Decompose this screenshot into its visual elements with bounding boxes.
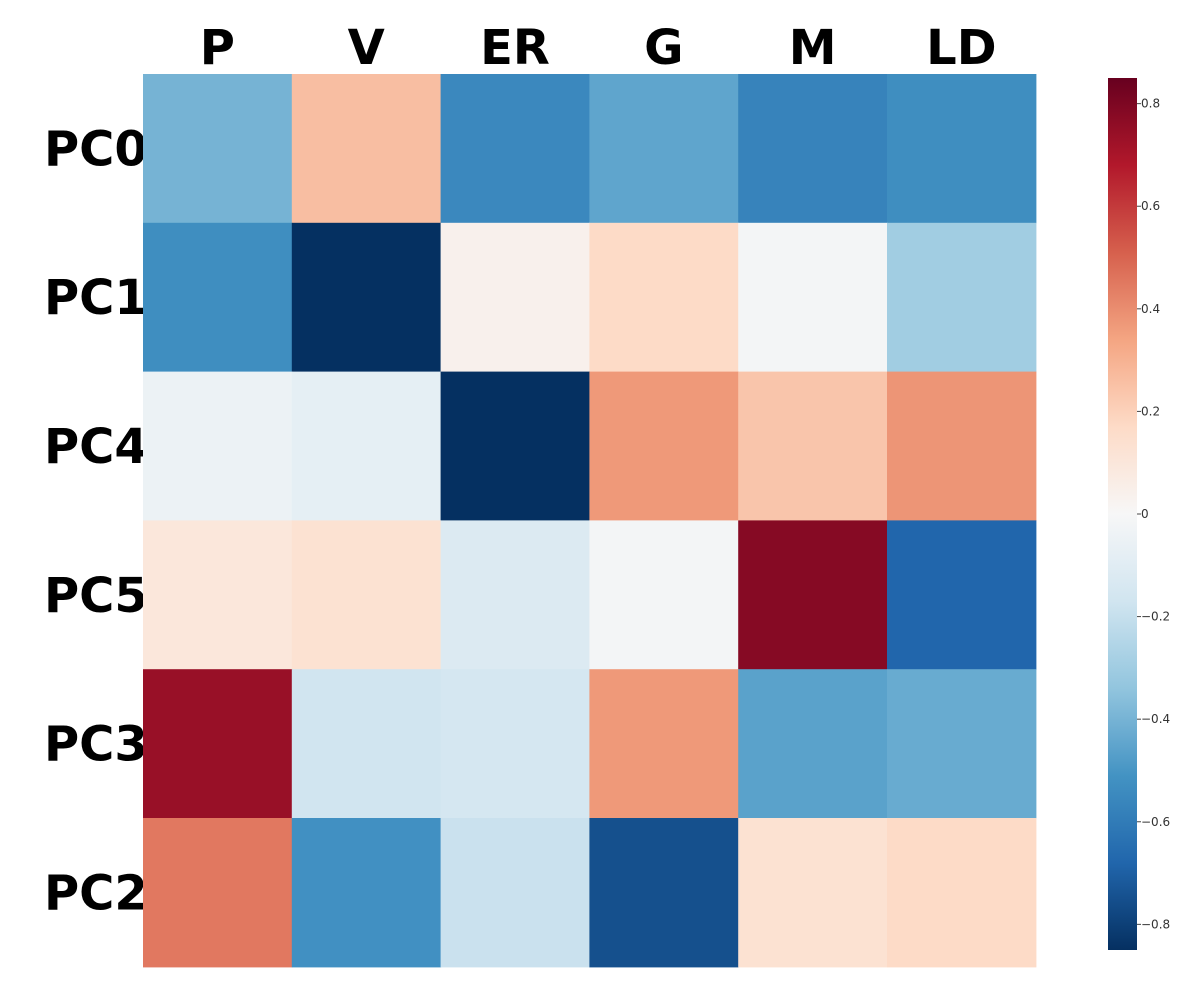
heatmap-cell-pc4-m [738,371,888,521]
heatmap-cell-pc5-v [291,520,442,670]
row-label-pc1: PC1 [44,270,148,326]
row-label-pc5: PC5 [44,568,148,624]
heatmap-cell-pc3-ld [887,669,1037,819]
row-label-pc0: PC0 [44,121,148,177]
heatmap-cell-pc0-m [738,74,888,224]
heatmap-cell-pc1-ld [887,222,1037,373]
heatmap-cell-pc0-ld [887,74,1037,224]
heatmap-cell-pc5-m [738,520,888,670]
heatmap-cell-pc1-er [440,222,590,373]
heatmap-cell-pc0-g [589,74,739,224]
heatmap-cell-pc2-m [738,818,888,968]
heatmap-cells [143,74,1037,968]
colorbar-tick-label: −0.8 [1141,917,1170,931]
heatmap-cell-pc2-v [291,818,442,968]
heatmap-cell-pc4-ld [887,371,1037,521]
colorbar-tick-label: −0.6 [1141,815,1170,829]
column-label-m: M [789,20,837,76]
row-label-pc2: PC2 [44,865,148,921]
heatmap-cell-pc1-p [143,222,293,373]
heatmap-cell-pc4-g [589,371,739,521]
column-label-ld: LD [926,20,996,76]
colorbar-gradient [1108,78,1137,950]
column-label-p: P [200,20,235,76]
heatmap-cell-pc2-ld [887,818,1037,968]
colorbar-tick-label: 0.4 [1141,302,1160,316]
row-label-pc3: PC3 [44,717,148,773]
colorbar-tick-label: −0.4 [1141,712,1170,726]
colorbar-tick-label: −0.2 [1141,610,1170,624]
heatmap-cell-pc4-v [291,371,442,521]
heatmap-cell-pc5-er [440,520,590,670]
heatmap-cell-pc3-m [738,669,888,819]
column-label-v: V [348,20,385,76]
heatmap-cell-pc0-er [440,74,590,224]
heatmap-cell-pc3-v [291,669,442,819]
heatmap-cell-pc3-p [143,669,293,819]
heatmap-cell-pc2-p [143,818,293,968]
colorbar-tick-label: 0.8 [1141,97,1160,111]
heatmap-cell-pc5-ld [887,520,1037,670]
heatmap-cell-pc0-p [143,74,293,224]
heatmap-cell-pc5-p [143,520,293,670]
heatmap-cell-pc4-p [143,371,293,521]
heatmap-cell-pc1-v [291,222,442,373]
column-labels: P V ER G M LD [200,20,997,76]
heatmap-cell-pc2-er [440,818,590,968]
heatmap-cell-pc1-m [738,222,888,373]
heatmap-cell-pc3-g [589,669,739,819]
colorbar-ticks: 0.8 0.6 0.4 0.2 0 −0.2 −0.4 −0.6 −0.8 [1137,97,1170,931]
colorbar-tick-label: 0.2 [1141,404,1160,418]
heatmap-cell-pc4-er [440,371,590,521]
heatmap-cell-pc5-g [589,520,739,670]
colorbar: 0.8 0.6 0.4 0.2 0 −0.2 −0.4 −0.6 −0.8 [1108,78,1170,950]
heatmap-cell-pc1-g [589,222,739,373]
column-label-g: G [644,20,683,76]
column-label-er: ER [480,20,550,76]
row-labels: PC0 PC1 PC4 PC5 PC3 PC2 [44,121,148,921]
heatmap-cell-pc2-g [589,818,739,968]
colorbar-tick-label: 0.6 [1141,199,1160,213]
heatmap-cell-pc3-er [440,669,590,819]
heatmap-cell-pc0-v [291,74,442,224]
colorbar-tick-label: 0 [1141,507,1149,521]
row-label-pc4: PC4 [44,419,148,475]
